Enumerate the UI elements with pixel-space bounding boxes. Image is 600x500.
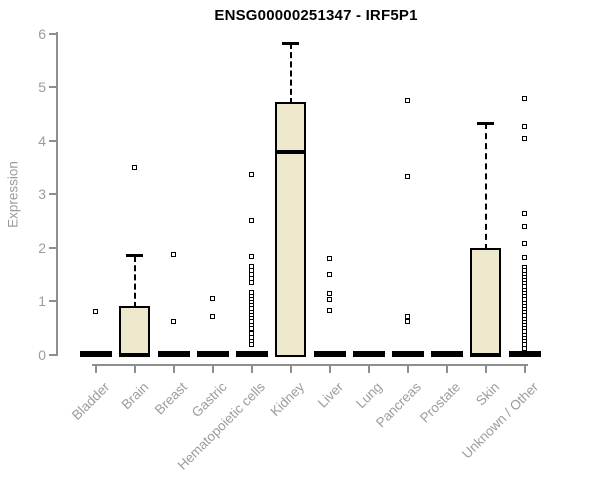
- whisker-cap: [477, 121, 494, 125]
- y-axis-line: [56, 32, 58, 356]
- chart-title: ENSG00000251347 - IRF5P1: [214, 7, 418, 24]
- x-tick: [133, 365, 136, 373]
- outlier-point: [522, 124, 527, 130]
- x-tick: [172, 365, 175, 373]
- whisker: [484, 123, 487, 250]
- outlier-point: [249, 172, 254, 178]
- x-tick: [523, 365, 526, 373]
- zero-bar: [391, 351, 424, 357]
- x-tick: [289, 365, 292, 373]
- x-tick: [211, 365, 214, 373]
- outlier-point: [249, 253, 254, 259]
- y-tick: [49, 139, 57, 142]
- outlier-point: [93, 308, 98, 314]
- y-tick: [49, 300, 57, 303]
- box: [275, 102, 306, 357]
- y-tick: [49, 32, 57, 35]
- median-line: [470, 353, 501, 357]
- y-tick: [49, 86, 57, 89]
- x-axis-line: [92, 364, 528, 366]
- whisker: [289, 43, 292, 104]
- y-tick-label: 6: [38, 25, 46, 42]
- outlier-point: [405, 319, 410, 325]
- x-tick-label: Skin: [473, 379, 503, 409]
- x-tick: [367, 365, 370, 373]
- y-tick: [49, 246, 57, 249]
- outlier-point: [249, 342, 254, 348]
- zero-bar: [352, 351, 385, 357]
- outlier-point: [249, 325, 254, 331]
- x-tick: [250, 365, 253, 373]
- outlier-point: [522, 255, 527, 261]
- x-tick-label: Breast: [152, 379, 191, 418]
- outlier-point: [327, 296, 332, 302]
- outlier-point: [171, 318, 176, 324]
- outlier-point: [522, 210, 527, 216]
- outlier-point: [522, 240, 527, 246]
- zero-bar: [157, 351, 190, 357]
- y-tick: [49, 354, 57, 356]
- y-tick-label: 3: [38, 186, 46, 203]
- outlier-point: [210, 313, 215, 319]
- median-line: [119, 353, 150, 357]
- x-tick-label: Prostate: [417, 379, 464, 426]
- outlier-point: [522, 135, 527, 141]
- zero-bar: [196, 351, 229, 357]
- outlier-point: [405, 313, 410, 319]
- outlier-point: [522, 95, 527, 101]
- x-tick: [94, 365, 97, 373]
- whisker-cap: [282, 41, 299, 45]
- outlier-point: [405, 97, 410, 103]
- y-tick-label: 0: [38, 347, 46, 363]
- outlier-point: [249, 217, 254, 223]
- y-tick-label: 1: [38, 293, 46, 310]
- x-tick-label: Brain: [118, 379, 152, 413]
- outlier-point: [327, 307, 332, 313]
- outlier-point: [522, 223, 527, 229]
- x-tick: [445, 365, 448, 373]
- zero-bar: [79, 351, 112, 357]
- outlier-point: [327, 290, 332, 296]
- y-tick-label: 4: [38, 132, 46, 149]
- x-tick: [406, 365, 409, 373]
- outlier-point: [171, 252, 176, 258]
- x-tick-label: Kidney: [267, 379, 308, 420]
- outlier-point: [522, 346, 527, 352]
- y-tick-label: 2: [38, 239, 46, 256]
- x-tick-label: Bladder: [68, 379, 113, 423]
- box: [119, 306, 150, 357]
- whisker-cap: [126, 254, 143, 258]
- x-tick: [484, 365, 487, 373]
- outlier-point: [249, 263, 254, 269]
- x-tick-label: Unknown / Other: [459, 379, 542, 462]
- outlier-point: [132, 165, 137, 171]
- y-tick-label: 5: [38, 79, 46, 96]
- median-line: [275, 150, 306, 155]
- outlier-point: [210, 296, 215, 302]
- outlier-point: [249, 279, 254, 285]
- outlier-point: [327, 255, 332, 261]
- x-tick-label: Lung: [353, 379, 386, 412]
- whisker: [133, 255, 136, 308]
- zero-bar: [313, 351, 346, 357]
- x-tick: [328, 365, 331, 373]
- zero-bar: [235, 351, 268, 357]
- outlier-point: [405, 173, 410, 179]
- outlier-point: [327, 272, 332, 278]
- zero-bar: [508, 351, 541, 357]
- zero-bar: [430, 351, 463, 357]
- y-tick: [49, 193, 57, 196]
- x-tick-label: Liver: [315, 379, 347, 411]
- box: [470, 248, 501, 357]
